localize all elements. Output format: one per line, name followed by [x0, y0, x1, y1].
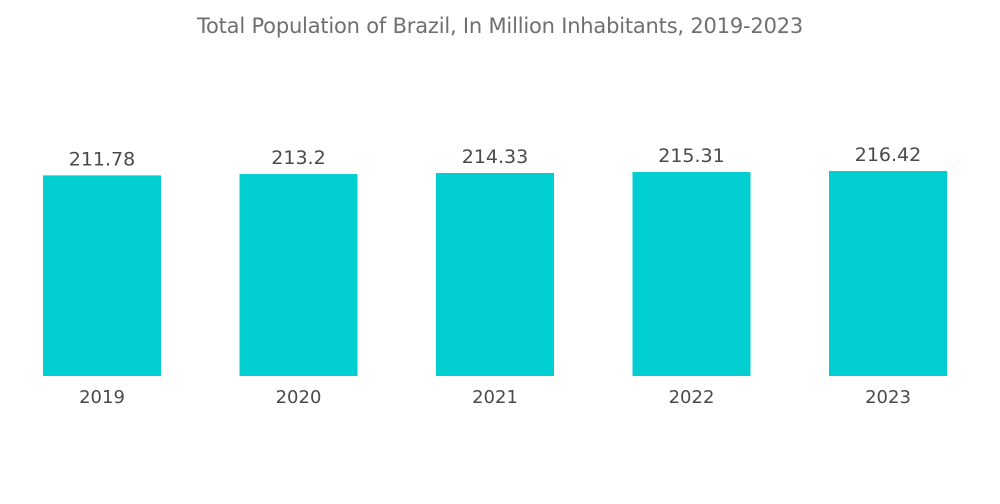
value-labels-layer: 211.78 213.2 214.33 215.31 216.42 — [69, 144, 921, 170]
x-tick-label-2023: 2023 — [865, 387, 911, 408]
data-label-2023: 216.42 — [855, 144, 921, 166]
chart-title: Total Population of Brazil, In Million I… — [196, 14, 804, 38]
x-tick-label-2020: 2020 — [276, 387, 322, 408]
x-tick-label-2021: 2021 — [472, 387, 518, 408]
data-label-2022: 215.31 — [658, 145, 724, 167]
bar-2019 — [43, 175, 161, 376]
bar-2020 — [239, 174, 358, 376]
data-label-2019: 211.78 — [69, 148, 135, 170]
data-label-2021: 214.33 — [462, 146, 528, 168]
bar-2021 — [436, 172, 554, 376]
bars-layer — [43, 171, 947, 376]
x-tick-label-2019: 2019 — [79, 387, 125, 408]
bar-2022 — [632, 172, 751, 376]
bar-2023 — [829, 171, 947, 376]
data-label-2020: 213.2 — [271, 147, 325, 169]
x-tick-label-2022: 2022 — [669, 387, 715, 408]
tick-labels-layer: 2019 2020 2021 2022 2023 — [79, 387, 911, 408]
